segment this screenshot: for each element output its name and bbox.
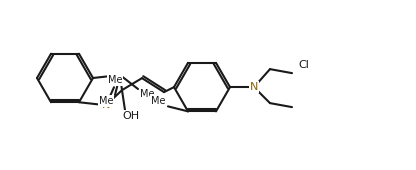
Text: Cl: Cl [299, 60, 310, 70]
Text: OH: OH [122, 111, 139, 121]
Text: N: N [102, 100, 110, 110]
Text: Me: Me [151, 96, 165, 106]
Text: Me: Me [99, 96, 113, 106]
Text: Me: Me [108, 75, 122, 85]
Text: N: N [250, 82, 258, 92]
Text: Me: Me [140, 89, 154, 99]
